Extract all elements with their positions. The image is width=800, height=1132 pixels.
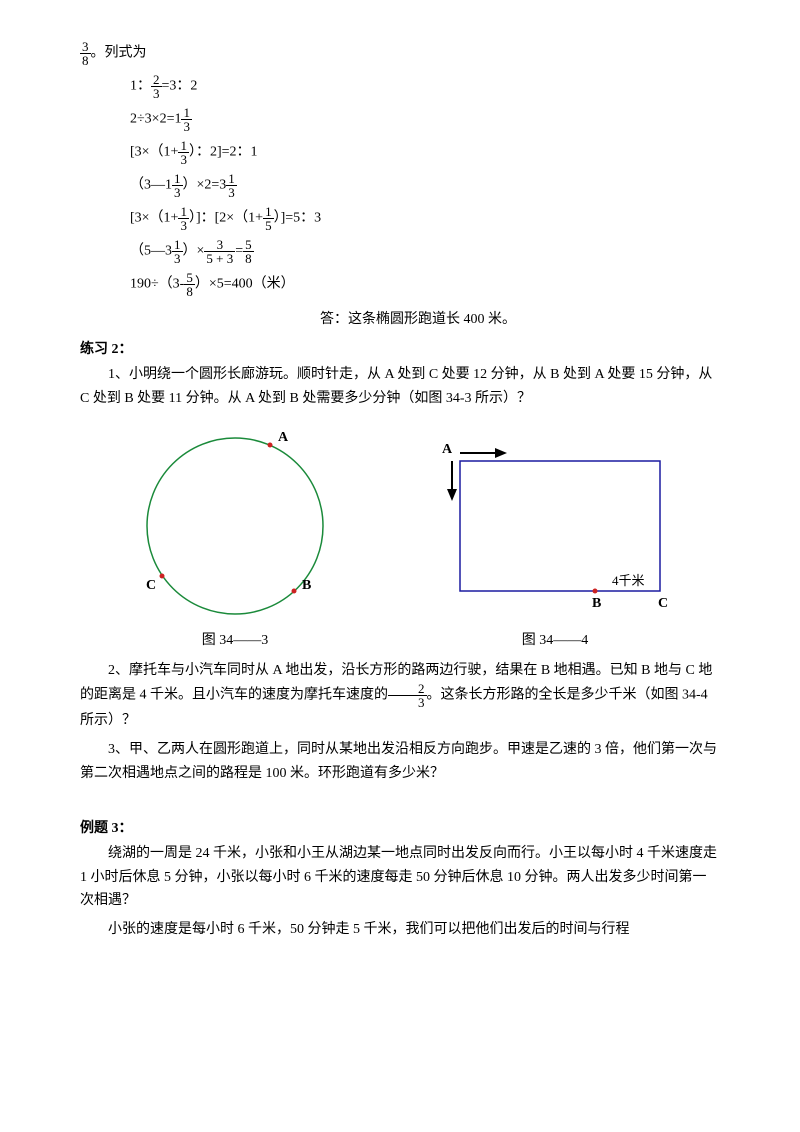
label-b: B — [302, 578, 311, 593]
fraction-2-3: 23 — [388, 682, 427, 709]
answer-line: 答：这条椭圆形跑道长 400 米。 — [320, 308, 720, 328]
equation-line: [3×（1+13）]：[2×（1+15）]=5：3 — [130, 205, 720, 232]
figure-34-3: A B C 图 34——3 — [120, 421, 350, 649]
exercise-2-q1: 1、小明绕一个圆形长廊游玩。顺时针走，从 A 处到 C 处要 12 分钟，从 B… — [80, 363, 720, 411]
equation-block: 1：23=3：2 2÷3×2=113 [3×（1+13）：2]=2：1 （3—1… — [80, 73, 720, 298]
equation-line: 190÷（3-58）×5=400（米） — [130, 271, 720, 298]
label-c: C — [146, 578, 156, 593]
equation-line: 1：23=3：2 — [130, 73, 720, 100]
fraction-3-8: 3 8 — [80, 40, 91, 67]
example-3-p1: 绕湖的一周是 24 千米，小张和小王从湖边某一地点同时出发反向而行。小王以每小时… — [80, 842, 720, 913]
exercise-2-q2: 2、摩托车与小汽车同时从 A 地出发，沿长方形的路两边行驶，结果在 B 地相遇。… — [80, 659, 720, 734]
figures-row: A B C 图 34——3 A B C 4千米 — [80, 421, 720, 649]
label-b: B — [592, 596, 601, 611]
figure-caption: 图 34——4 — [430, 629, 680, 649]
example-3-p2: 小张的速度是每小时 6 千米，50 分钟走 5 千米，我们可以把他们出发后的时间… — [80, 918, 720, 942]
label-c: C — [658, 596, 668, 611]
equation-line: [3×（1+13）：2]=2：1 — [130, 139, 720, 166]
equation-line: （3—113）×2=313 — [130, 172, 720, 199]
equation-line: （5—313）×35 + 3=58 — [130, 238, 720, 265]
label-a: A — [278, 430, 289, 445]
label-a: A — [442, 442, 453, 457]
top-fraction-line: 3 8 。列式为 — [80, 40, 720, 67]
page: 3 8 。列式为 1：23=3：2 2÷3×2=113 [3×（1+13）：2]… — [0, 0, 800, 987]
rectangle-diagram: A B C 4千米 — [430, 421, 680, 621]
top-suffix: 。列式为 — [91, 46, 147, 61]
figure-34-4: A B C 4千米 图 34——4 — [430, 421, 680, 649]
example-3-heading: 例题 3： — [80, 817, 720, 837]
figure-caption: 图 34——3 — [120, 629, 350, 649]
exercise-2-q3: 3、甲、乙两人在圆形跑道上，同时从某地出发沿相反方向跑步。甲速是乙速的 3 倍，… — [80, 738, 720, 786]
equation-line: 2÷3×2=113 — [130, 106, 720, 133]
exercise-2-heading: 练习 2： — [80, 338, 720, 358]
circle-diagram: A B C — [120, 421, 350, 621]
label-distance: 4千米 — [612, 573, 645, 588]
